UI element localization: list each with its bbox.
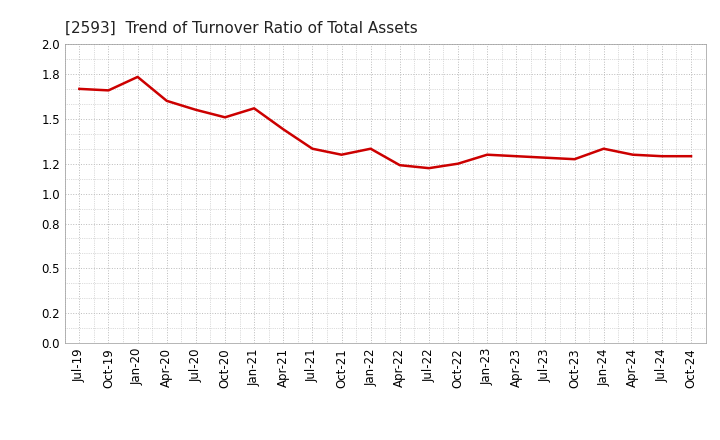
Text: [2593]  Trend of Turnover Ratio of Total Assets: [2593] Trend of Turnover Ratio of Total … xyxy=(65,21,418,36)
